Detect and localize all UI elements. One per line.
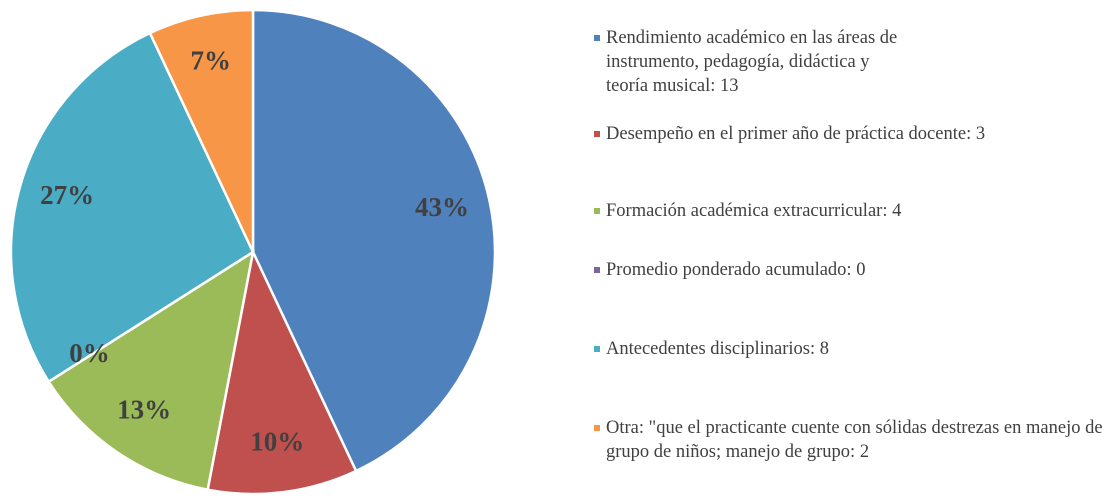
legend-entry: Formación académica extracurricular: 4 (594, 199, 1101, 223)
legend-marker (594, 425, 600, 431)
legend-marker (594, 208, 600, 214)
legend-marker (594, 35, 600, 41)
pie-slice (9, 31, 255, 384)
legend-entry: Antecedentes disciplinarios: 8 (594, 337, 1101, 361)
legend-marker (594, 346, 600, 352)
legend-label: Desempeño en el primer año de práctica d… (606, 124, 986, 144)
chart: 43% 10% 13%0% 27% 7% (9, 8, 497, 496)
legend-entry: Otra: "que el practicante cuente con sól… (594, 416, 1104, 464)
data-label: 7% (191, 45, 232, 75)
legend-entry: Rendimiento académico en las áreas de in… (594, 26, 906, 98)
legend-marker (594, 131, 600, 137)
legend-label: Rendimiento académico en las áreas de in… (606, 28, 898, 96)
data-label: 13% (117, 394, 171, 424)
data-label: 43% (415, 192, 469, 222)
data-label: 27% (40, 180, 94, 210)
legend-label: Antecedentes disciplinarios: 8 (606, 339, 829, 359)
legend-label: Promedio ponderado acumulado: 0 (606, 260, 866, 280)
legend-label: Otra: "que el practicante cuente con sól… (606, 418, 1103, 462)
data-label: 10% (250, 426, 304, 456)
pie-slice (46, 249, 255, 492)
data-label: 0% (69, 338, 110, 368)
legend-entry: Desempeño en el primer año de práctica d… (594, 122, 1101, 146)
legend-entry: Promedio ponderado acumulado: 0 (594, 258, 1101, 282)
pie-slice (206, 247, 358, 496)
legend-marker (594, 267, 600, 273)
legend-label: Formación académica extracurricular: 4 (606, 201, 902, 221)
pie-slice (148, 8, 255, 253)
pie-slice (251, 8, 497, 473)
